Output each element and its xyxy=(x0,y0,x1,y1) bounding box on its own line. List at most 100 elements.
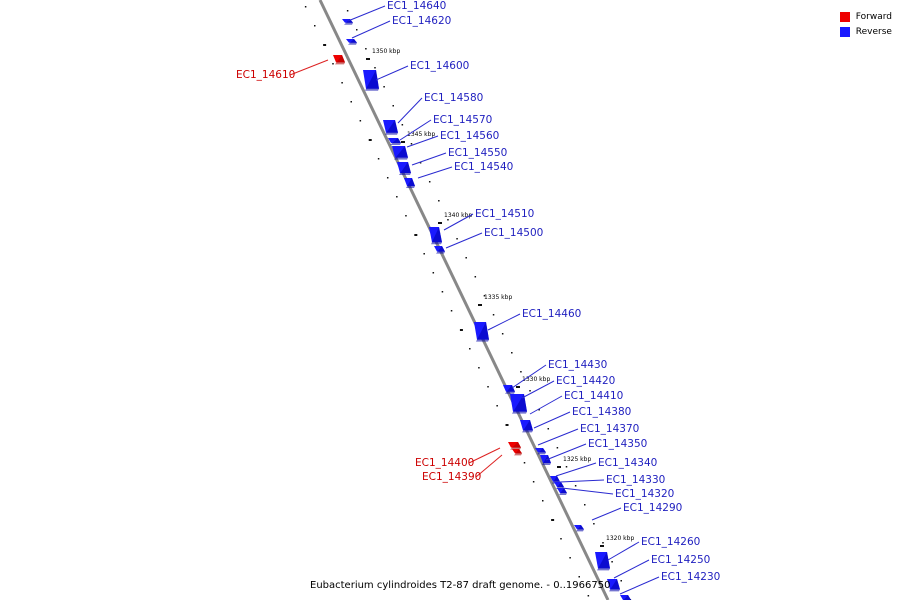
scale-dot xyxy=(450,310,453,312)
scale-dot xyxy=(341,82,343,84)
gene-label[interactable]: EC1_14580 xyxy=(424,92,483,104)
scale-dot xyxy=(323,44,327,46)
kbp-label: 1320 kbp xyxy=(606,535,634,542)
leader-line xyxy=(555,462,597,477)
scale-dot xyxy=(356,29,358,31)
scale-dot xyxy=(542,500,544,502)
kbp-label: 1340 kbp xyxy=(444,212,472,219)
gene-label[interactable]: EC1_14320 xyxy=(615,488,674,500)
kbp-tick xyxy=(366,58,370,60)
scale-dot xyxy=(359,120,362,122)
gene-label[interactable]: EC1_14290 xyxy=(623,502,682,514)
scale-dot xyxy=(386,177,389,179)
scale-dot xyxy=(584,504,586,506)
scale-dot xyxy=(587,595,590,597)
gene-feature-shade xyxy=(597,552,610,571)
gene-label[interactable]: EC1_14330 xyxy=(606,474,665,486)
gene-label[interactable]: EC1_14400 xyxy=(415,457,474,469)
leader-line xyxy=(537,428,579,446)
gene-label[interactable]: EC1_14410 xyxy=(564,390,623,402)
gene-feature-shade xyxy=(348,39,357,45)
scale-dot xyxy=(438,200,440,202)
gene-label[interactable]: EC1_14430 xyxy=(548,359,607,371)
gene-label[interactable]: EC1_14390 xyxy=(422,471,481,483)
gene-label[interactable]: EC1_14610 xyxy=(236,69,295,81)
scale-dot xyxy=(350,101,352,103)
scale-dot xyxy=(520,371,522,373)
scale-dot xyxy=(332,63,334,65)
gene-feature-shade xyxy=(522,420,533,433)
gene-label[interactable]: EC1_14350 xyxy=(588,438,647,450)
gene-label[interactable]: EC1_14570 xyxy=(433,114,492,126)
gene-label[interactable]: EC1_14340 xyxy=(598,457,657,469)
scale-dot xyxy=(401,124,404,126)
kbp-label: 1345 kbp xyxy=(407,131,435,138)
scale-dot xyxy=(396,196,398,198)
leader-line xyxy=(375,65,409,81)
scale-dot xyxy=(428,181,431,183)
scale-dot xyxy=(593,523,595,525)
leader-line xyxy=(545,443,587,461)
scale-dot xyxy=(496,405,498,407)
kbp-label: 1330 kbp xyxy=(522,376,550,383)
gene-label[interactable]: EC1_14460 xyxy=(522,308,581,320)
label-leader-lines xyxy=(289,5,660,595)
scale-dot xyxy=(492,314,495,316)
scale-dot xyxy=(556,447,559,449)
genome-axis xyxy=(318,0,610,600)
scale-dot xyxy=(383,86,385,88)
gene-label[interactable]: EC1_14640 xyxy=(387,0,446,12)
kbp-label: 1335 kbp xyxy=(484,294,512,301)
kbp-tick xyxy=(600,545,604,547)
gene-feature-shade xyxy=(385,120,398,135)
gene-label[interactable]: EC1_14260 xyxy=(641,536,700,548)
scale-dot xyxy=(487,386,489,388)
gene-feature-shade xyxy=(512,394,527,414)
leader-line xyxy=(607,541,640,561)
kbp-tick xyxy=(557,466,561,468)
scale-dot xyxy=(574,485,577,487)
kbp-tick xyxy=(438,222,442,224)
gene-label[interactable]: EC1_14620 xyxy=(392,15,451,27)
gene-feature-shade xyxy=(623,595,631,600)
forward-swatch xyxy=(839,11,850,22)
scale-dot xyxy=(459,329,463,331)
gene-label[interactable]: EC1_14510 xyxy=(475,208,534,220)
scale-dot xyxy=(405,215,407,217)
gene-feature-shade xyxy=(399,162,411,175)
strand-legend: Forward Reverse xyxy=(839,9,892,39)
scale-dot xyxy=(447,219,449,221)
gene-label[interactable]: EC1_14250 xyxy=(651,554,710,566)
legend-forward: Forward xyxy=(839,9,892,24)
gene-label[interactable]: EC1_14380 xyxy=(572,406,631,418)
gene-feature-shade xyxy=(559,488,567,495)
scale-dot xyxy=(374,67,376,69)
gene-label[interactable]: EC1_14230 xyxy=(661,571,720,583)
gene-feature-shade xyxy=(436,246,445,254)
scale-dot xyxy=(441,291,444,293)
gene-label[interactable]: EC1_14560 xyxy=(440,130,499,142)
gene-label[interactable]: EC1_14370 xyxy=(580,423,639,435)
gene-feature-shade xyxy=(552,476,560,484)
gene-feature-shade xyxy=(365,70,379,91)
leader-line xyxy=(591,507,622,521)
kbp-label: 1325 kbp xyxy=(563,456,591,463)
gene-label[interactable]: EC1_14420 xyxy=(556,375,615,387)
scale-dot xyxy=(538,409,540,411)
legend-forward-label: Forward xyxy=(855,11,892,22)
leader-line xyxy=(351,20,391,39)
gene-feature-shade xyxy=(576,525,584,532)
scale-dot xyxy=(346,10,349,12)
scale-dot xyxy=(478,367,480,369)
gene-label[interactable]: EC1_14550 xyxy=(448,147,507,159)
gene-label[interactable]: EC1_14540 xyxy=(454,161,513,173)
scale-dot xyxy=(483,295,486,297)
scale-dot xyxy=(414,234,418,236)
gene-feature-shade xyxy=(431,227,442,245)
gene-label[interactable]: EC1_14600 xyxy=(410,60,469,72)
leader-line xyxy=(406,135,439,148)
gene-label[interactable]: EC1_14500 xyxy=(484,227,543,239)
kbp-ticks: 1350 kbp 1345 kbp 1340 kbp 1335 kbp 1330 kbp… xyxy=(366,48,634,547)
scale-dot xyxy=(611,561,613,563)
gene-feature-shade xyxy=(476,322,489,342)
